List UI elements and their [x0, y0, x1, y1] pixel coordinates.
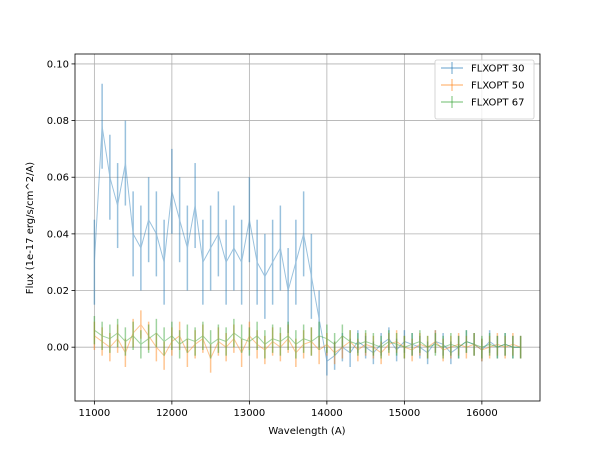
x-tick-label: 16000: [466, 408, 498, 419]
x-tick-label: 15000: [388, 408, 420, 419]
x-axis-label: Wavelength (A): [268, 426, 345, 437]
y-tick-label: 0.00: [47, 343, 69, 354]
legend-item: FLXOPT 50: [441, 79, 524, 92]
plot-frame: [74, 53, 541, 402]
x-axis-ticks: 11000 12000 13000 14000 15000 16000: [78, 401, 498, 419]
series-3: [93, 316, 522, 359]
x-tick-label: 13000: [233, 408, 265, 419]
legend-label: FLXOPT 67: [471, 98, 524, 109]
legend-box: [434, 59, 535, 120]
series-line: [94, 323, 521, 360]
x-tick-label: 12000: [156, 408, 188, 419]
y-tick-label: 0.04: [47, 229, 69, 240]
y-tick-label: 0.06: [47, 173, 69, 184]
legend-label: FLXOPT 30: [471, 64, 524, 75]
y-tick-label: 0.08: [47, 116, 69, 127]
legend-item: FLXOPT 30: [441, 62, 524, 75]
plot-data: [93, 83, 522, 376]
x-tick-label: 14000: [311, 408, 343, 419]
y-axis-label: Flux (1e-17 erg/s/cm^2/A): [25, 162, 36, 294]
series-line: [93, 126, 521, 363]
series-2: [93, 310, 522, 373]
series-1: [93, 83, 522, 376]
y-axis-ticks: 0.00 0.02 0.04 0.06 0.08 0.10: [47, 59, 75, 354]
legend: FLXOPT 30 FLXOPT 50 FLXOPT 67: [434, 59, 535, 120]
legend-label: FLXOPT 50: [471, 81, 524, 92]
x-tick-label: 11000: [78, 408, 110, 419]
y-tick-label: 0.10: [47, 59, 69, 70]
y-tick-label: 0.02: [47, 286, 69, 297]
legend-item: FLXOPT 67: [441, 96, 524, 109]
series-line: [94, 329, 521, 348]
